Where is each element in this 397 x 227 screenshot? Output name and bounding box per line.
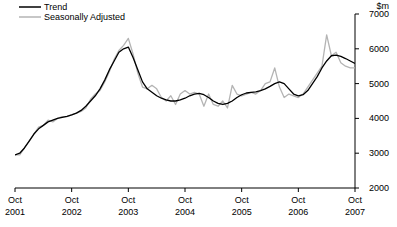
x-tick [15, 188, 16, 192]
y-axis-label: $m [376, 1, 389, 11]
x-tick-label-part: Oct [235, 195, 250, 205]
x-tick-label-part: 2003 [118, 207, 138, 217]
x-tick-label-part: Oct [348, 195, 363, 205]
x-tick [355, 188, 356, 192]
x-tick [128, 188, 129, 192]
x-tick-label-part: Oct [65, 195, 80, 205]
x-tick-label-part: Oct [178, 195, 193, 205]
x-tick-label: Oct 2001 [5, 195, 25, 217]
y-tick-label: 5000 [369, 79, 389, 89]
legend-label: Seasonally Adjusted [44, 12, 125, 22]
x-tick-label-part: 2001 [5, 207, 25, 217]
series-line [15, 35, 355, 155]
x-tick [241, 188, 242, 192]
y-axis [355, 14, 356, 188]
x-tick-label: Oct 2002 [62, 195, 82, 217]
y-tick [355, 118, 359, 119]
x-tick-label-part: Oct [121, 195, 136, 205]
y-tick [355, 48, 359, 49]
x-tick-label-part: 2006 [288, 207, 308, 217]
x-tick [71, 188, 72, 192]
x-tick-label-part: Oct [8, 195, 23, 205]
y-tick [355, 188, 359, 189]
y-tick-label: 3000 [369, 148, 389, 158]
y-tick-label: 2000 [369, 183, 389, 193]
x-tick-label-part: 2005 [232, 207, 252, 217]
legend-swatch [19, 16, 41, 18]
y-tick [355, 14, 359, 15]
x-tick-label: Oct 2005 [232, 195, 252, 217]
x-tick-label-part: Oct [291, 195, 306, 205]
x-tick-label: Oct 2004 [175, 195, 195, 217]
y-tick [355, 83, 359, 84]
x-tick-label-part: 2004 [175, 207, 195, 217]
x-tick-label: Oct 2007 [345, 195, 365, 217]
series-line [15, 47, 355, 155]
x-tick-label: Oct 2003 [118, 195, 138, 217]
x-tick [185, 188, 186, 192]
y-tick-label: 6000 [369, 44, 389, 54]
x-tick [298, 188, 299, 192]
x-tick-label: Oct 2006 [288, 195, 308, 217]
x-tick-label-part: 2007 [345, 207, 365, 217]
legend-label: Trend [44, 2, 67, 12]
legend-swatch [19, 6, 41, 8]
plot-area [15, 35, 355, 155]
y-tick [355, 153, 359, 154]
y-tick-label: 4000 [369, 113, 389, 123]
x-tick-label-part: 2002 [62, 207, 82, 217]
